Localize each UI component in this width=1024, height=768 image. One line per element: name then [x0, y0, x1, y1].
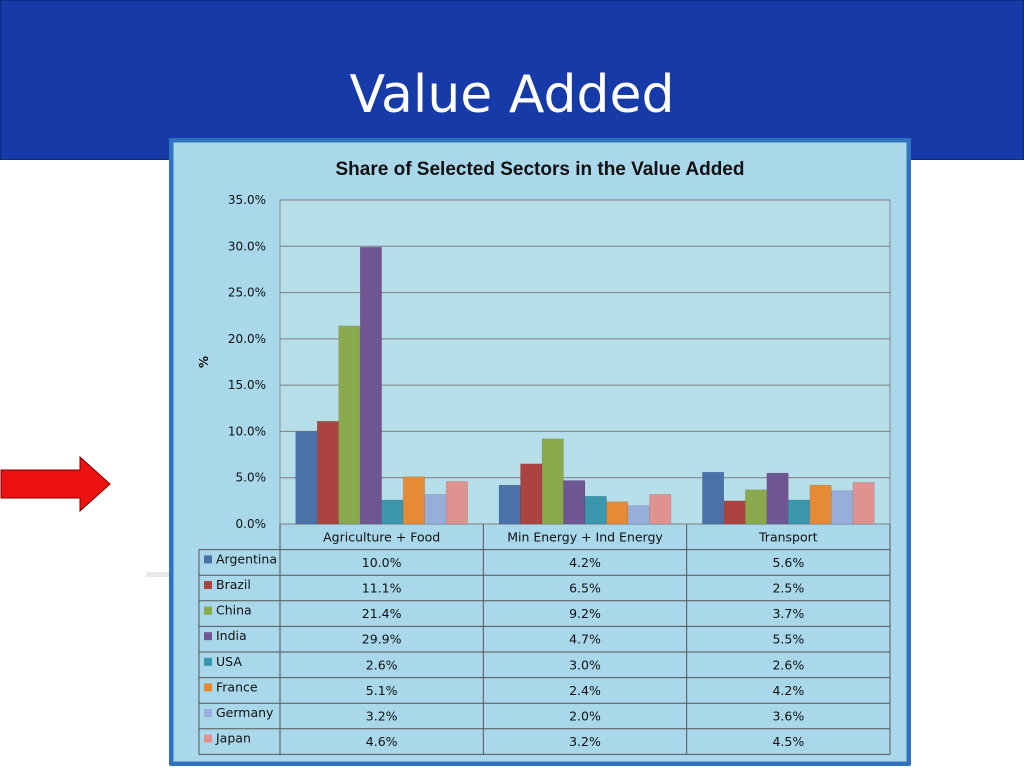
data-label: 21.4%	[362, 606, 402, 621]
legend-label: Japan	[215, 731, 251, 746]
legend-swatch-japan	[204, 734, 212, 743]
chart-area: Share of Selected Sectors in the Value A…	[173, 142, 907, 762]
title-bar	[0, 0, 1024, 160]
legend-swatch-china	[204, 606, 212, 615]
bar-france-2	[606, 501, 629, 525]
data-label: 9.2%	[569, 606, 601, 621]
category-label: Transport	[758, 529, 818, 544]
category-label: Min Energy + Ind Energy	[507, 529, 663, 544]
legend-swatch-india	[204, 632, 212, 641]
bar-france-3	[809, 484, 832, 525]
legend-swatch-brazil	[204, 581, 212, 589]
bar-china-1	[338, 325, 361, 525]
y-tick-label: 15.0%	[228, 378, 266, 392]
bar-usa-1	[381, 499, 404, 525]
chart-title: Share of Selected Sectors in the Value A…	[335, 159, 745, 180]
bar-usa-3	[788, 499, 811, 525]
data-label: 3.2%	[569, 734, 601, 749]
bar-argentina-3	[702, 471, 725, 525]
data-label: 4.2%	[772, 683, 804, 698]
data-label: 5.6%	[772, 555, 804, 570]
y-axis-label: %	[197, 356, 211, 368]
decorative-line	[146, 572, 176, 577]
legend-swatch-germany	[204, 709, 212, 717]
data-label: 10.0%	[362, 555, 402, 570]
bar-argentina-2	[498, 484, 521, 525]
bar-brazil-3	[723, 500, 746, 525]
data-label: 3.7%	[772, 606, 804, 621]
data-label: 4.2%	[569, 555, 601, 570]
data-label: 5.1%	[366, 683, 398, 698]
data-label: 3.0%	[569, 657, 601, 672]
data-label: 2.4%	[569, 683, 601, 698]
y-tick-label: 35.0%	[228, 193, 266, 207]
bar-india-1	[359, 246, 382, 525]
legend-label: India	[216, 628, 247, 643]
data-label: 2.0%	[569, 709, 601, 724]
data-label: 2.6%	[366, 657, 398, 672]
bar-argentina-1	[295, 431, 318, 525]
bar-japan-3	[852, 482, 875, 525]
legend-label: Germany	[216, 705, 274, 720]
bar-china-3	[745, 489, 768, 525]
y-tick-label: 30.0%	[228, 239, 266, 253]
legend-label: France	[216, 679, 258, 694]
data-label: 11.1%	[362, 581, 402, 596]
bar-india-3	[766, 472, 789, 525]
data-label: 4.5%	[772, 734, 804, 749]
legend-label: China	[216, 603, 252, 618]
bar-chart: 0.0% 5.0% 10.0% 15.0% 20.0% 25.0% 30.0% 35.0%% A…	[197, 193, 891, 755]
data-label: 2.5%	[772, 581, 804, 596]
bar-germany-1	[424, 494, 447, 525]
bar-japan-2	[649, 494, 672, 525]
bar-brazil-2	[520, 463, 543, 525]
legend-swatch-france	[204, 683, 212, 692]
chart-frame: Share of Selected Sectors in the Value A…	[169, 138, 911, 766]
legend-swatch-argentina	[204, 555, 212, 564]
bar-brazil-1	[316, 420, 339, 525]
y-tick-label: 10.0%	[228, 424, 266, 438]
bar-france-1	[402, 476, 425, 525]
bar-germany-2	[627, 505, 650, 525]
data-label: 3.2%	[366, 709, 398, 724]
legend-label: Brazil	[216, 577, 251, 592]
category-label: Agriculture + Food	[323, 529, 440, 544]
y-tick-label: 25.0%	[228, 286, 266, 300]
legend-label: Argentina	[216, 551, 277, 566]
data-label: 4.7%	[569, 632, 601, 647]
bar-japan-1	[445, 481, 468, 525]
y-tick-label: 20.0%	[228, 332, 266, 346]
data-label: 6.5%	[569, 581, 601, 596]
legend-label: USA	[216, 654, 242, 669]
data-label: 5.5%	[772, 632, 804, 647]
data-label: 2.6%	[772, 657, 804, 672]
y-tick-label: 0.0%	[236, 517, 267, 531]
bar-usa-2	[584, 495, 607, 525]
data-label: 3.6%	[772, 709, 804, 724]
legend-swatch-usa	[204, 657, 212, 666]
bar-china-2	[541, 438, 564, 525]
data-label: 29.9%	[362, 632, 402, 647]
bar-india-2	[563, 480, 586, 525]
bar-germany-3	[831, 490, 854, 525]
slide-title: Value Added	[349, 65, 675, 125]
right-arrow-icon	[0, 456, 111, 512]
data-label: 4.6%	[366, 734, 398, 749]
y-tick-label: 5.0%	[236, 471, 267, 485]
